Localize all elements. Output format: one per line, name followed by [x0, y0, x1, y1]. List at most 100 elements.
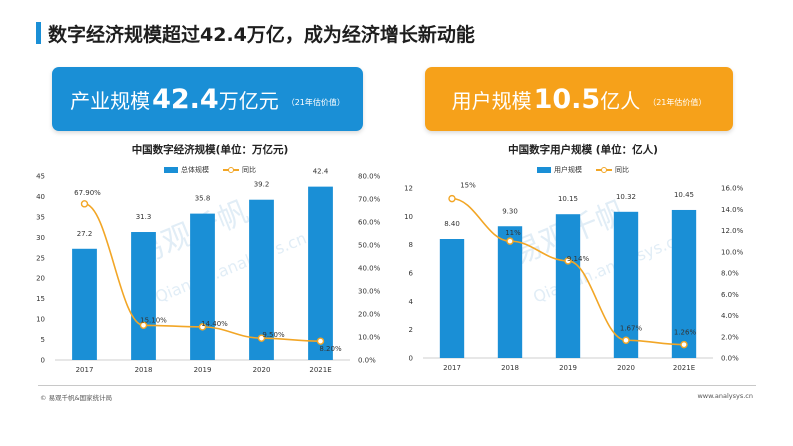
y-tick-left: 10: [36, 316, 45, 324]
legend-swatch-line: [596, 167, 612, 173]
y-tick-right: 4.0%: [721, 312, 739, 320]
bar: [439, 239, 465, 358]
bar-data-label: 10.45: [674, 191, 694, 199]
bar: [190, 213, 215, 360]
y-tick-left: 5: [41, 336, 45, 344]
y-tick-left: 8: [409, 241, 413, 249]
y-tick-left: 20: [36, 275, 45, 283]
banner-unit: 万亿元: [218, 88, 279, 113]
x-tick-label: 2019: [194, 366, 212, 374]
bar-data-label: 27.2: [77, 230, 93, 238]
bar: [671, 209, 697, 358]
y-tick-right: 80.0%: [358, 173, 381, 181]
x-tick-label: 2019: [559, 364, 577, 372]
legend-label: 总体规模: [181, 166, 209, 174]
chart-legend: 用户规模 同比: [398, 165, 768, 175]
bar-data-label: 31.3: [136, 213, 152, 221]
y-tick-left: 45: [36, 173, 45, 181]
economy-scale-chart: 易观千帆 Qianfan.analysys.cn 中国数字经济规模(单位：万亿元…: [30, 138, 390, 378]
bar: [72, 248, 97, 360]
bar-data-label: 8.40: [444, 220, 460, 228]
bar-data-label: 35.8: [195, 195, 211, 203]
legend-swatch-bar: [537, 167, 551, 173]
x-tick-label: 2017: [443, 364, 461, 372]
page-title: 数字经济规模超过42.4万亿，成为经济增长新动能: [48, 24, 475, 46]
legend-item-line: 同比: [596, 165, 629, 175]
y-tick-left: 30: [36, 234, 45, 242]
y-tick-left: 25: [36, 254, 45, 262]
user-scale-plot: 0 2 4 6 8 10 12 0.0% 2.0% 4.0% 6.0% 8.0% 10.0% 12.0% 1…: [404, 182, 744, 372]
legend-item-bar: 用户规模: [537, 165, 582, 175]
y-tick-right: 70.0%: [358, 196, 381, 204]
yoy-line: [84, 203, 321, 342]
legend-item-line: 同比: [223, 165, 256, 175]
title-accent-bar: [36, 22, 41, 44]
legend-swatch-line: [223, 167, 239, 173]
y-tick-right: 10.0%: [358, 334, 381, 342]
x-tick-label: 2018: [501, 364, 519, 372]
yoy-data-label: 9.14%: [567, 255, 590, 263]
y-tick-left: 15: [36, 295, 45, 303]
bar-data-label: 39.2: [254, 181, 270, 189]
y-tick-right: 2.0%: [721, 333, 739, 341]
y-tick-right: 10.0%: [721, 248, 744, 256]
y-tick-left: 12: [404, 185, 413, 193]
y-tick-right: 60.0%: [358, 219, 381, 227]
y-tick-left: 6: [409, 270, 414, 278]
banner-value: 42.4: [152, 83, 219, 115]
y-tick-left: 2: [409, 326, 413, 334]
y-tick-left: 35: [36, 213, 45, 221]
banner-unit: 亿人: [600, 88, 641, 113]
user-scale-chart: 易观千帆 Qianfan.analysys.cn 中国数字用户规模 (单位：亿人…: [398, 138, 768, 378]
y-tick-right: 0.0%: [721, 355, 739, 363]
x-tick-label: 2017: [76, 366, 94, 374]
y-tick-right: 0.0%: [358, 357, 376, 365]
y-tick-right: 8.0%: [721, 270, 739, 278]
user-scale-banner: 用户规模 10.5 亿人 （21年估价值）: [425, 67, 733, 131]
x-tick-label: 2020: [253, 366, 271, 374]
footer-site-link[interactable]: www.analysys.cn: [697, 392, 753, 400]
y-tick-left: 10: [404, 213, 413, 221]
industry-scale-banner: 产业规模 42.4 万亿元 （21年估价值）: [52, 67, 363, 131]
bar: [613, 211, 639, 358]
x-tick-label: 2021E: [673, 364, 695, 372]
yoy-data-label: 1.67%: [620, 324, 643, 332]
banner-note: （21年估价值）: [648, 97, 707, 107]
chart-title: 中国数字用户规模 (单位：亿人): [508, 144, 658, 156]
economy-scale-plot: 0 5 10 15 20 25 30 35 40 45 0.0% 10.0% 20.0% 30.0% 40.…: [36, 168, 381, 374]
y-tick-left: 40: [36, 193, 45, 201]
chart-legend: 总体规模 同比: [30, 165, 390, 175]
banner-label: 用户规模: [451, 88, 532, 113]
x-tick-label: 2018: [135, 366, 153, 374]
yoy-point: [80, 200, 89, 208]
y-tick-right: 50.0%: [358, 242, 381, 250]
footer-divider: [38, 385, 756, 386]
legend-label: 同比: [615, 166, 629, 174]
yoy-data-label: 1.26%: [674, 329, 697, 337]
legend-item-bar: 总体规模: [164, 165, 209, 175]
yoy-point: [198, 323, 207, 331]
legend-label: 同比: [242, 166, 256, 174]
bar-data-label: 9.30: [502, 207, 518, 215]
y-tick-right: 16.0%: [721, 185, 744, 193]
bar: [308, 186, 333, 360]
bar-data-label: 42.4: [313, 168, 329, 176]
yoy-data-label: 8.20%: [319, 345, 342, 353]
banner-note: （21年估价值）: [286, 97, 345, 107]
x-tick-label: 2021E: [309, 366, 331, 374]
bar: [131, 232, 156, 360]
yoy-data-label: 14.40%: [201, 320, 228, 328]
yoy-data-label: 15.10%: [140, 316, 167, 324]
yoy-data-label: 9.50%: [262, 331, 285, 339]
yoy-point: [316, 337, 325, 345]
chart-title: 中国数字经济规模(单位：万亿元): [131, 144, 289, 156]
y-tick-right: 14.0%: [721, 206, 744, 214]
y-tick-left: 4: [409, 298, 414, 306]
yoy-data-label: 15%: [460, 182, 476, 190]
yoy-point: [564, 257, 572, 265]
x-tick-label: 2020: [617, 364, 635, 372]
bar: [249, 199, 274, 360]
yoy-point: [506, 237, 514, 245]
legend-swatch-bar: [164, 167, 178, 173]
y-tick-left: 0: [41, 357, 45, 365]
